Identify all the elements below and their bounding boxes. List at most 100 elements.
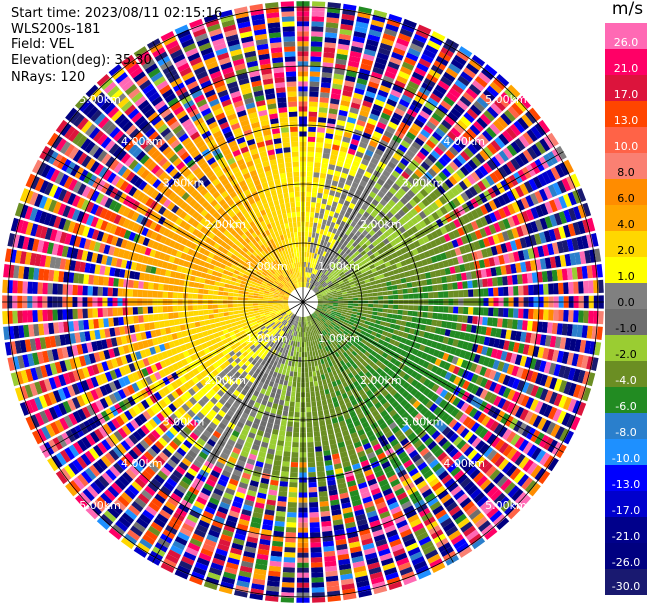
- range-gate-cell: [351, 273, 358, 278]
- range-gate-cell: [401, 61, 415, 71]
- range-gate-cell: [305, 392, 311, 398]
- range-gate-cell: [456, 323, 462, 331]
- range-gate-cell: [323, 230, 328, 236]
- range-gate-cell: [377, 248, 384, 255]
- range-gate-cell: [233, 310, 239, 315]
- range-gate-cell: [449, 266, 456, 274]
- range-gate-cell: [530, 333, 537, 344]
- range-gate-cell: [423, 124, 434, 135]
- range-gate-cell: [558, 309, 564, 322]
- range-gate-cell: [351, 181, 359, 189]
- range-gate-cell: [361, 175, 370, 183]
- range-gate-cell: [317, 298, 323, 300]
- range-gate-cell: [391, 314, 398, 319]
- range-gate-cell: [350, 198, 358, 205]
- range-gate-cell: [495, 328, 502, 338]
- range-gate-cell: [337, 43, 350, 51]
- range-gate-cell: [344, 283, 351, 287]
- range-gate-cell: [332, 175, 340, 182]
- range-gate-cell: [539, 258, 547, 270]
- range-gate-cell: [316, 292, 322, 296]
- range-gate-cell: [308, 472, 316, 478]
- range-gate-cell: [421, 105, 433, 116]
- range-gate-cell: [382, 238, 390, 245]
- range-gate-cell: [331, 292, 338, 295]
- range-gate-cell: [326, 128, 335, 135]
- range-gate-cell: [511, 274, 518, 285]
- range-gate-cell: [362, 307, 368, 311]
- range-gate-cell: [587, 217, 596, 232]
- range-gate-cell: [309, 76, 320, 82]
- range-gate-cell: [311, 31, 324, 37]
- range-gate-cell: [333, 258, 339, 264]
- range-gate-cell: [586, 356, 594, 370]
- range-gate-cell: [409, 242, 416, 250]
- range-gate-cell: [402, 332, 409, 339]
- range-gate-cell: [355, 244, 361, 250]
- range-gate-cell: [493, 210, 502, 221]
- range-gate-cell: [479, 149, 490, 161]
- range-gate-cell: [497, 318, 503, 328]
- range-gate-cell: [327, 293, 333, 296]
- range-gate-cell: [318, 218, 323, 224]
- range-gate-cell: [375, 279, 381, 285]
- range-gate-cell: [365, 122, 376, 131]
- range-gate-cell: [310, 552, 322, 558]
- range-gate-cell: [387, 61, 400, 70]
- range-gate-cell: [370, 210, 378, 218]
- range-gate-cell: [520, 224, 529, 236]
- range-gate-cell: [307, 437, 314, 443]
- range-gate-cell: [332, 297, 338, 300]
- range-gate-cell: [406, 316, 413, 322]
- range-gate-cell: [514, 155, 525, 168]
- range-gate-cell: [304, 357, 308, 363]
- range-gate-cell: [400, 139, 411, 149]
- range-gate-cell: [522, 132, 534, 145]
- range-gate-cell: [479, 227, 488, 238]
- range-gate-cell: [311, 562, 323, 568]
- range-gate-cell: [454, 247, 462, 256]
- range-gate-cell: [319, 501, 329, 507]
- range-gate-cell: [320, 255, 325, 262]
- range-gate-cell: [318, 117, 327, 123]
- range-gate-cell: [374, 323, 380, 329]
- range-gate-cell: [334, 191, 341, 198]
- range-gate-cell: [420, 244, 428, 252]
- range-gate-cell: [327, 282, 333, 287]
- range-gate-cell: [586, 234, 594, 248]
- range-gate-cell: [342, 136, 351, 144]
- range-gate-cell: [309, 262, 313, 268]
- range-gate-cell: [303, 281, 305, 287]
- range-gate-cell: [310, 547, 322, 553]
- range-gate-cell: [450, 107, 462, 119]
- range-gate-cell: [398, 254, 405, 262]
- range-gate-cell: [369, 24, 383, 33]
- range-gate-cell: [373, 61, 386, 70]
- range-gate-cell: [315, 202, 321, 209]
- range-gate-cell: [468, 83, 482, 96]
- range-gate-cell: [321, 157, 329, 164]
- range-gate-cell: [400, 196, 409, 205]
- range-gate-cell: [321, 440, 329, 447]
- range-gate-cell: [532, 176, 543, 189]
- range-gate-cell: [318, 254, 322, 261]
- range-gate-cell: [567, 367, 576, 381]
- range-gate-cell: [443, 203, 453, 213]
- range-gate-cell: [357, 146, 366, 154]
- range-gate-cell: [274, 377, 280, 384]
- range-gate-cell: [284, 375, 289, 381]
- range-gate-cell: [543, 309, 549, 321]
- range-gate-cell: [509, 123, 522, 137]
- range-gate-cell: [366, 166, 375, 174]
- range-gate-cell: [423, 305, 429, 312]
- range-gate-cell: [433, 146, 444, 156]
- range-gate-cell: [481, 68, 495, 80]
- range-gate-cell: [534, 233, 542, 245]
- range-gate-cell: [369, 76, 381, 85]
- range-gate-cell: [441, 119, 453, 130]
- range-gate-cell: [396, 200, 405, 209]
- range-gate-cell: [506, 144, 518, 157]
- range-gate-cell: [417, 201, 426, 210]
- range-gate-cell: [453, 54, 467, 66]
- range-gate-cell: [370, 19, 385, 28]
